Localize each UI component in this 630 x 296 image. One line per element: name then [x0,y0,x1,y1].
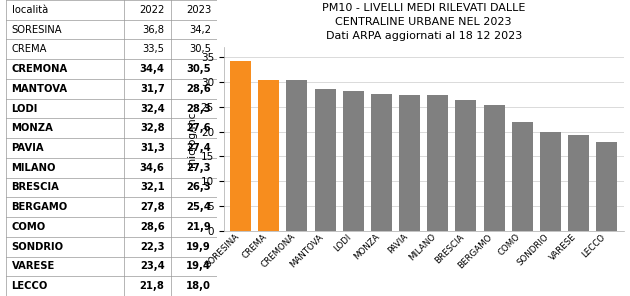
Text: 27,3: 27,3 [186,163,211,173]
Text: 19,4: 19,4 [186,261,211,271]
Text: 34,6: 34,6 [140,163,164,173]
Text: 34,4: 34,4 [140,64,164,74]
Text: 27,6: 27,6 [186,123,211,133]
Bar [484,105,505,231]
Text: 18,0: 18,0 [186,281,211,291]
Text: 32,1: 32,1 [140,182,164,192]
Bar [371,94,392,231]
Bar [540,132,561,231]
Text: BERGAMO: BERGAMO [11,202,68,212]
Text: 25,4: 25,4 [186,202,211,212]
Bar [230,61,251,231]
Text: LECCO: LECCO [11,281,48,291]
Text: 34,2: 34,2 [189,25,211,35]
Text: 36,8: 36,8 [142,25,164,35]
Text: COMO: COMO [11,222,46,232]
Text: PAVIA: PAVIA [11,143,44,153]
Text: 31,7: 31,7 [140,84,164,94]
Text: 21,8: 21,8 [140,281,164,291]
Bar [596,141,617,231]
Text: SONDRIO: SONDRIO [11,242,64,252]
Text: 27,4: 27,4 [186,143,211,153]
Text: MILANO: MILANO [11,163,56,173]
Bar [455,100,476,231]
Text: 2023: 2023 [186,5,211,15]
Text: SORESINA: SORESINA [11,25,62,35]
Title: PM10 - LIVELLI MEDI RILEVATI DALLE
CENTRALINE URBANE NEL 2023
Dati ARPA aggiorna: PM10 - LIVELLI MEDI RILEVATI DALLE CENTR… [322,3,525,41]
Text: CREMA: CREMA [11,44,47,54]
Text: 26,3: 26,3 [186,182,211,192]
Text: 28,3: 28,3 [186,104,211,114]
Bar [286,80,307,231]
Y-axis label: microg/mc: microg/mc [186,111,197,167]
Text: 27,8: 27,8 [140,202,164,212]
Text: località: località [11,5,48,15]
Text: 30,5: 30,5 [186,64,211,74]
Text: 2022: 2022 [139,5,164,15]
Text: 21,9: 21,9 [186,222,211,232]
Bar [512,122,533,231]
Text: 19,9: 19,9 [186,242,211,252]
Text: 31,3: 31,3 [140,143,164,153]
Bar [427,96,449,231]
Text: 32,8: 32,8 [140,123,164,133]
Bar [568,135,589,231]
Bar [314,89,336,231]
Text: CREMONA: CREMONA [11,64,68,74]
Text: MANTOVA: MANTOVA [11,84,67,94]
Text: LODI: LODI [11,104,38,114]
Text: VARESE: VARESE [11,261,55,271]
Text: 28,6: 28,6 [140,222,164,232]
Bar [399,95,420,231]
Text: BRESCIA: BRESCIA [11,182,59,192]
Text: 33,5: 33,5 [142,44,164,54]
Text: 22,3: 22,3 [140,242,164,252]
Text: 28,6: 28,6 [186,84,211,94]
Bar [258,80,279,231]
Bar [343,91,364,231]
Text: MONZA: MONZA [11,123,54,133]
Text: 23,4: 23,4 [140,261,164,271]
Text: 32,4: 32,4 [140,104,164,114]
Text: 30,5: 30,5 [189,44,211,54]
